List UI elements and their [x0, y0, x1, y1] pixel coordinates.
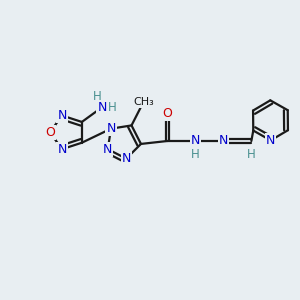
Text: CH₃: CH₃ — [133, 97, 154, 107]
Text: H: H — [93, 90, 102, 104]
Text: N: N — [191, 134, 200, 148]
Text: N: N — [122, 152, 131, 165]
Text: N: N — [98, 101, 107, 114]
Text: H: H — [247, 148, 256, 161]
Text: O: O — [45, 126, 55, 139]
Text: N: N — [103, 143, 112, 156]
Text: H: H — [191, 148, 200, 161]
Text: H: H — [108, 101, 117, 114]
Text: N: N — [266, 134, 275, 147]
Text: O: O — [163, 106, 172, 119]
Text: N: N — [57, 142, 67, 156]
Text: N: N — [106, 122, 116, 135]
Text: N: N — [57, 109, 67, 122]
Text: N: N — [219, 134, 228, 148]
